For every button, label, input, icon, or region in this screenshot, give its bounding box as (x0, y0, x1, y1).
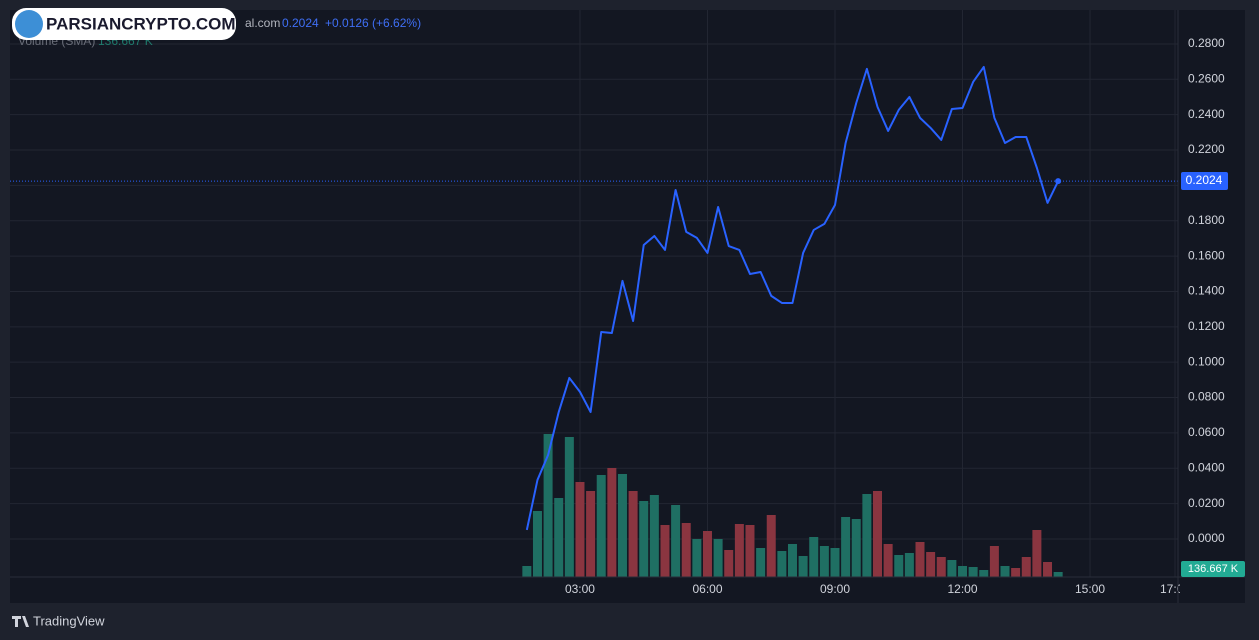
y-tick-label: 0.0400 (1188, 460, 1225, 474)
y-tick-label: 0.0600 (1188, 425, 1225, 439)
volume-bar (894, 555, 904, 577)
volume-bar (532, 511, 542, 577)
price-box-label: 0.2024 (1186, 173, 1223, 187)
volume-bar (830, 548, 840, 577)
volume-bar (649, 495, 659, 577)
symbol: al.com (245, 16, 280, 30)
volume-bar (1000, 566, 1010, 577)
volume-bar (596, 475, 606, 577)
x-tick-label: 09:00 (820, 582, 850, 596)
footer[interactable]: TradingView (33, 613, 105, 628)
y-tick-label: 0.2400 (1188, 107, 1225, 121)
volume-bar (947, 560, 957, 577)
y-tick-label: 0.2600 (1188, 71, 1225, 85)
price-line (525, 65, 1060, 531)
y-tick-label: 0.1200 (1188, 319, 1225, 333)
x-tick-label: 12:00 (947, 582, 977, 596)
volume-bar (904, 553, 914, 577)
volume-bar (617, 474, 627, 577)
volume-box-label: 136.667 K (1188, 563, 1239, 575)
volume-bar (522, 566, 532, 577)
volume-bar (756, 548, 766, 577)
x-tick-label: 06:00 (692, 582, 722, 596)
volume-bar (926, 552, 936, 577)
y-tick-label: 0.1800 (1188, 213, 1225, 227)
volume-box (1181, 561, 1245, 577)
y-tick-label: 0.2800 (1188, 36, 1225, 50)
volume-bar (1021, 557, 1031, 577)
volume-bar (671, 505, 681, 577)
volume-bar (692, 539, 702, 577)
y-tick-label: 0.0200 (1188, 496, 1225, 510)
volume-bar (734, 524, 744, 577)
volume-bar (628, 491, 638, 577)
volume-bar (883, 544, 893, 577)
y-tick-label: 0.0000 (1188, 531, 1225, 545)
volume-bar (607, 468, 617, 577)
volume-bar (1011, 568, 1021, 577)
y-tick-label: 0.2200 (1188, 142, 1225, 156)
volume-bar (713, 539, 723, 577)
volume-bar (968, 567, 978, 577)
volume-bar (787, 544, 797, 577)
x-tick-label: 03:00 (565, 582, 595, 596)
volume-bar (958, 566, 968, 577)
volume-bar (1053, 572, 1063, 577)
volume-bar (1043, 562, 1053, 577)
watermark: PARSIANCRYPTO.COM (46, 14, 236, 33)
volume-bar (851, 519, 861, 577)
y-tick-label: 0.0800 (1188, 390, 1225, 404)
volume-bar (586, 491, 596, 577)
volume-bar (702, 531, 712, 577)
volume-bar (543, 434, 553, 577)
volume-bar (936, 557, 946, 577)
volume-bar (989, 546, 999, 577)
watermark-box (12, 8, 236, 40)
footer-logo (12, 616, 29, 627)
last-point (1055, 178, 1062, 185)
y-tick-label: 0.1400 (1188, 284, 1225, 298)
volume-bar (564, 437, 574, 577)
volume-bar (575, 482, 585, 577)
volume-bar (841, 517, 851, 577)
chart-pane (10, 10, 1245, 603)
volume-bar (554, 498, 564, 577)
volume-bar (1032, 530, 1042, 577)
x-tick-label: 17:00 (1160, 582, 1190, 596)
volume-bar (809, 537, 819, 577)
volume-bar (819, 546, 829, 577)
x-tick-label: 15:00 (1075, 582, 1105, 596)
price-box (1181, 172, 1228, 190)
volume-bar (724, 550, 734, 577)
volume-bar (798, 556, 808, 577)
volume-bar (915, 542, 925, 577)
price-change: +0.0126 (+6.62%) (325, 16, 421, 30)
y-tick-label: 0.1600 (1188, 248, 1225, 262)
volume-bar (777, 551, 787, 577)
last-price: 0.2024 (282, 16, 319, 30)
watermark-icon (15, 10, 43, 38)
volume-bar (681, 523, 691, 577)
volume-bar (745, 525, 755, 577)
volume-bar (979, 570, 989, 577)
volume-bar (660, 525, 670, 577)
volume-bar (872, 491, 882, 577)
volume-bar (639, 501, 649, 577)
volume-bar (862, 494, 872, 577)
y-tick-label: 0.1000 (1188, 354, 1225, 368)
volume-bar (766, 515, 776, 577)
